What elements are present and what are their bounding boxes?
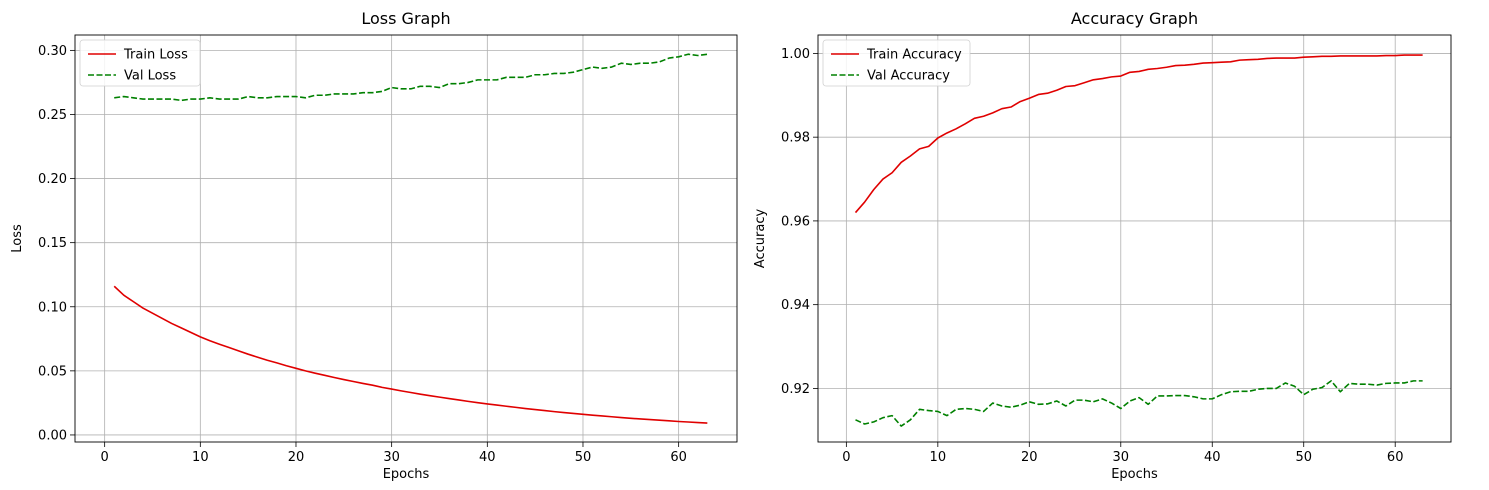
loss-chart-legend-label: Train Loss [123,48,188,63]
loss-chart-y-tick-label: 0.15 [38,236,67,251]
accuracy-chart-frame [817,34,1452,443]
accuracy-chart-legend-label: Train Accuracy [866,48,962,63]
loss-chart-grid [75,35,737,442]
loss-chart-y-tick-label: 0.30 [38,44,67,59]
loss-chart-x-tick-label: 40 [479,450,496,465]
loss-chart-y-tick-label: 0.25 [38,108,67,123]
accuracy-chart-grid [818,35,1451,442]
accuracy-chart-y-tick-label: 0.96 [781,214,810,229]
accuracy-chart-legend-box [822,39,971,87]
accuracy-chart-ylabel: Accuracy [753,209,768,269]
accuracy-chart-y-tick-label: 0.92 [781,382,810,397]
loss-chart-y-tick-label: 0.20 [38,172,67,187]
loss-chart-series-train-line [113,285,708,424]
accuracy-chart-y-tick-label: 1.00 [781,47,810,62]
loss-chart-x-tick-label: 50 [575,450,592,465]
loss-chart-y-tick-label: 0.00 [38,428,67,443]
loss-chart-y-tick-label: 0.05 [38,364,67,379]
loss-chart-x-tick-label: 60 [670,450,687,465]
loss-chart-series-val-line [114,53,708,102]
accuracy-chart-series-train-line [854,54,1423,214]
accuracy-chart-series-val-line [855,380,1423,427]
loss-chart: Loss Graph Epochs Loss 0 10 20 30 40 50 60 0.00… [10,9,738,482]
accuracy-chart-x-tick-label: 40 [1204,450,1221,465]
loss-chart-legend: Train Loss Val Loss [79,39,201,87]
loss-chart-x-tick-label: 10 [192,450,209,465]
loss-chart-x-tick-label: 0 [101,450,109,465]
accuracy-chart-x-tick-label: 60 [1387,450,1404,465]
loss-chart-frame [74,34,738,443]
accuracy-chart-y-tick-label: 0.94 [781,298,810,313]
accuracy-chart-x-tick-label: 50 [1295,450,1312,465]
accuracy-chart-xlabel: Epochs [1111,467,1158,482]
loss-chart-title: Loss Graph [361,9,450,28]
accuracy-chart-x-tick-label: 30 [1113,450,1130,465]
accuracy-chart-x-tick-label: 0 [842,450,850,465]
loss-chart-x-tick-label: 30 [383,450,400,465]
loss-chart-xlabel: Epochs [383,467,430,482]
loss-chart-x-tick-label: 20 [288,450,305,465]
accuracy-chart-legend-label: Val Accuracy [867,69,950,84]
loss-chart-legend-label: Val Loss [124,69,176,84]
accuracy-chart-legend: Train Accuracy Val Accuracy [822,39,971,87]
accuracy-chart-x-tick-label: 10 [930,450,947,465]
accuracy-chart-x-tick-label: 20 [1021,450,1038,465]
loss-chart-ylabel: Loss [10,224,25,253]
accuracy-chart-y-tick-label: 0.98 [781,131,810,146]
loss-chart-y-tick-label: 0.10 [38,300,67,315]
accuracy-chart: Accuracy Graph Epochs Accuracy 0 10 20 30 40… [753,9,1452,482]
accuracy-chart-title: Accuracy Graph [1071,9,1198,28]
